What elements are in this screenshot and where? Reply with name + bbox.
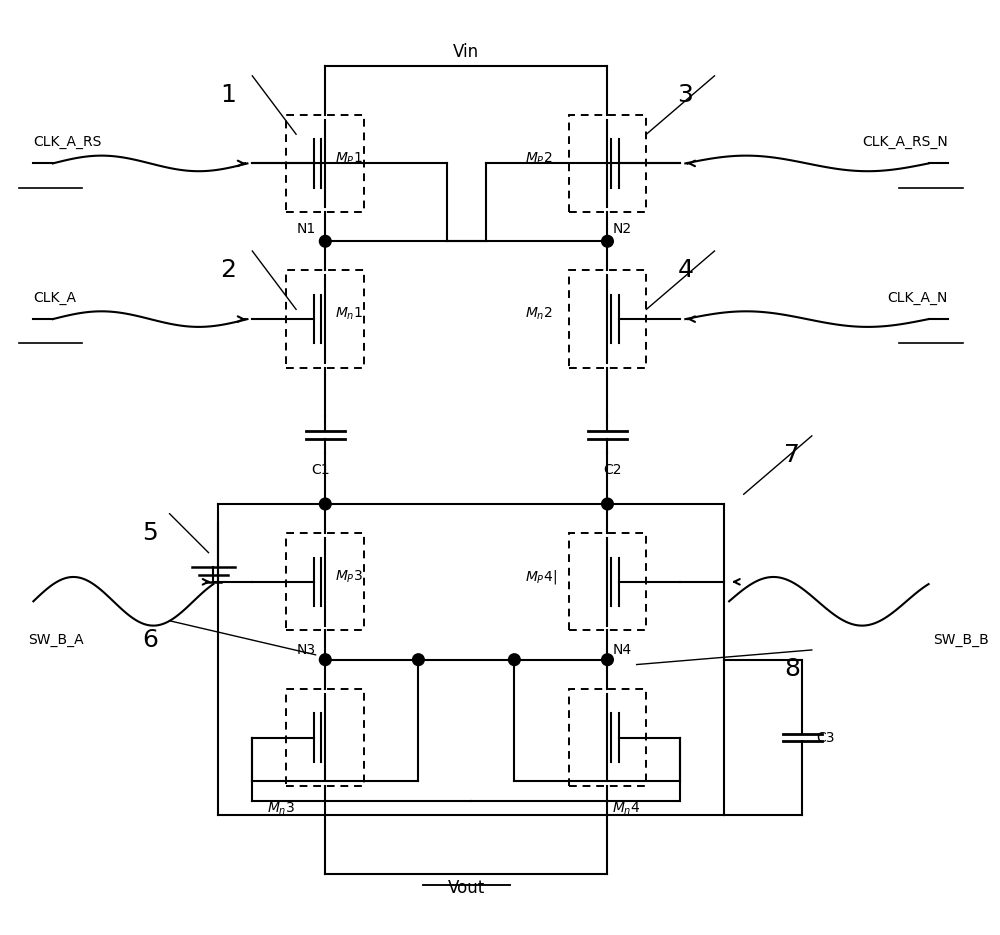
- Text: N1: N1: [296, 223, 316, 237]
- Text: Vout: Vout: [448, 879, 485, 897]
- Text: N2: N2: [612, 223, 631, 237]
- Text: 1: 1: [220, 83, 236, 108]
- Text: 7: 7: [784, 443, 800, 468]
- Text: $M_P$1: $M_P$1: [335, 151, 363, 166]
- Text: CLK_A_RS: CLK_A_RS: [33, 135, 102, 149]
- Text: C3: C3: [817, 730, 835, 744]
- Bar: [286, 115, 364, 212]
- Text: SW_B_B: SW_B_B: [933, 633, 989, 647]
- Circle shape: [602, 654, 613, 666]
- Circle shape: [319, 654, 331, 666]
- Circle shape: [509, 654, 520, 666]
- Text: SW_B_A: SW_B_A: [28, 633, 84, 647]
- Text: 8: 8: [784, 657, 800, 682]
- Circle shape: [602, 236, 613, 247]
- Bar: [286, 270, 364, 367]
- Circle shape: [602, 498, 613, 510]
- Bar: [569, 689, 646, 786]
- Text: $M_n$1: $M_n$1: [335, 306, 363, 323]
- Bar: [286, 689, 364, 786]
- Text: $M_P$2: $M_P$2: [525, 151, 552, 166]
- Text: $M_n$4: $M_n$4: [612, 800, 641, 817]
- Text: C1: C1: [311, 463, 330, 477]
- Text: $M_n$2: $M_n$2: [525, 306, 553, 323]
- Text: Vin: Vin: [453, 43, 479, 62]
- Text: N3: N3: [296, 642, 316, 656]
- Bar: [569, 533, 646, 630]
- Bar: [569, 115, 646, 212]
- Text: CLK_A: CLK_A: [33, 291, 76, 305]
- Text: 3: 3: [677, 83, 693, 108]
- Text: $M_P$4|: $M_P$4|: [525, 568, 557, 586]
- Bar: [569, 270, 646, 367]
- Text: CLK_A_RS_N: CLK_A_RS_N: [862, 135, 948, 149]
- Text: 5: 5: [142, 521, 158, 545]
- Text: N4: N4: [612, 642, 631, 656]
- Text: $M_P$3: $M_P$3: [335, 568, 363, 585]
- Bar: [286, 533, 364, 630]
- Text: $M_n$3: $M_n$3: [267, 800, 296, 817]
- Text: 4: 4: [677, 258, 693, 282]
- Text: C2: C2: [603, 463, 622, 477]
- Circle shape: [319, 498, 331, 510]
- Circle shape: [319, 236, 331, 247]
- Text: 2: 2: [220, 258, 236, 282]
- Circle shape: [413, 654, 424, 666]
- Text: 6: 6: [142, 628, 158, 653]
- Text: CLK_A_N: CLK_A_N: [888, 291, 948, 305]
